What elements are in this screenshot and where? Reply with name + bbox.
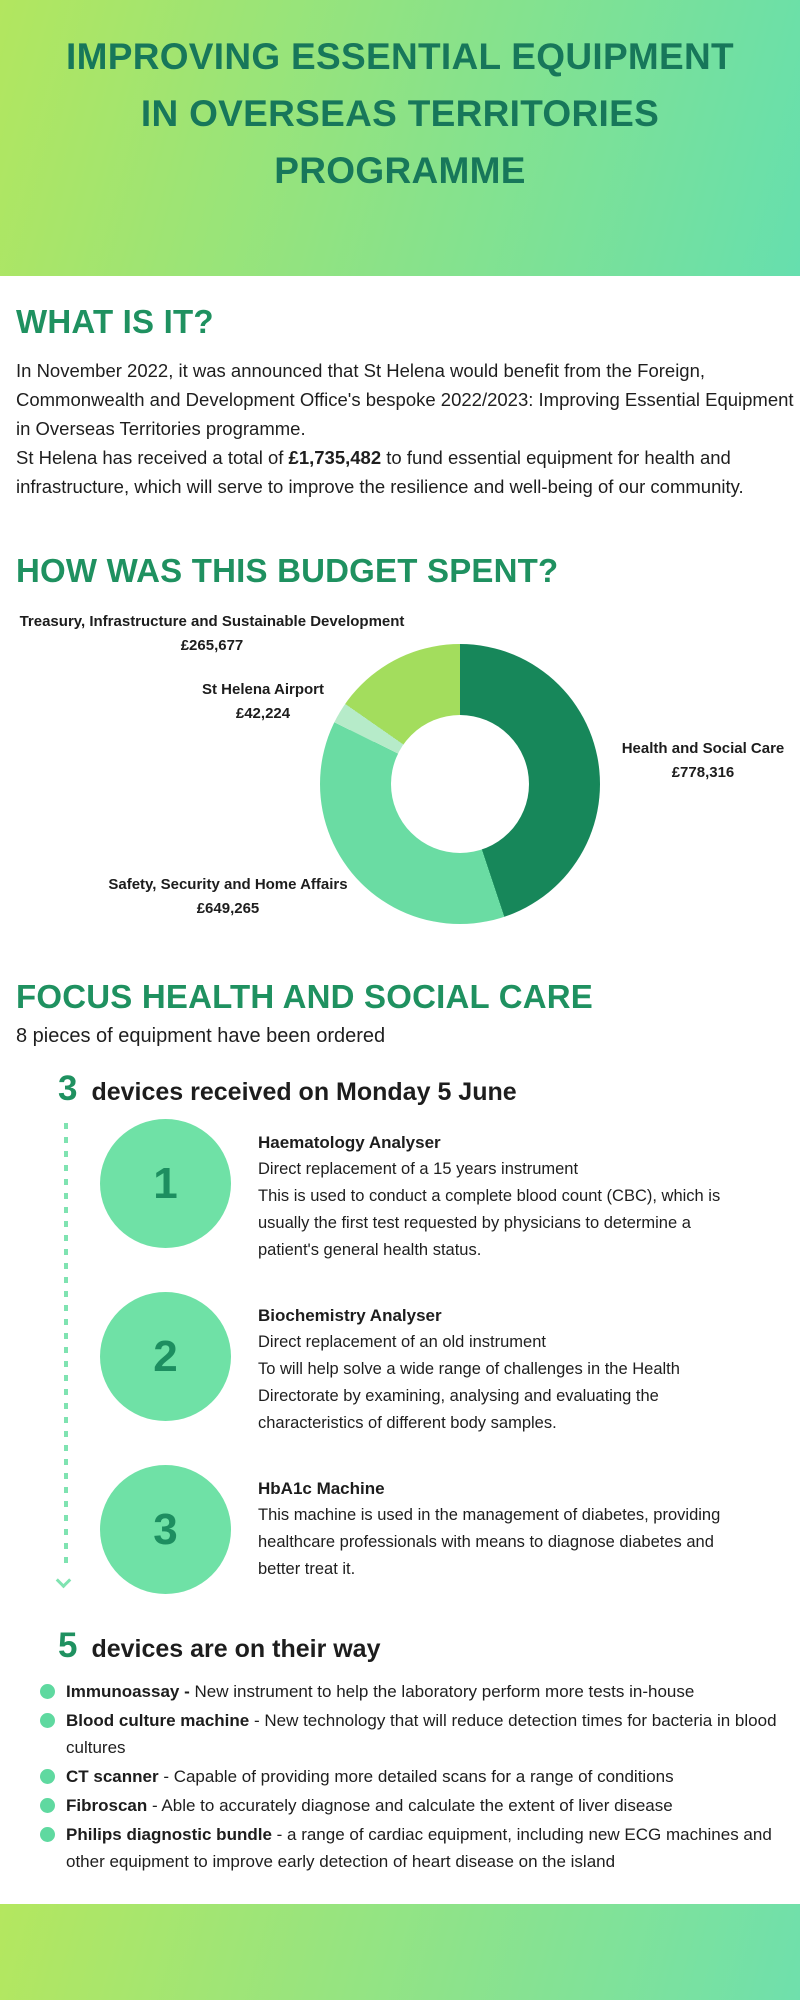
bullet-dot-icon xyxy=(40,1827,55,1842)
onway-list: Immunoassay - New instrument to help the… xyxy=(40,1678,800,1875)
chart-label-treasury: Treasury, Infrastructure and Sustainable… xyxy=(12,610,412,658)
chart-label-health: Health and Social Care £778,316 xyxy=(606,737,800,785)
chart-label-safety-value: £649,265 xyxy=(196,900,260,917)
timeline-dotted-line xyxy=(64,1123,68,1571)
device-3-number-badge: 3 xyxy=(100,1465,231,1594)
device-1-desc-1: Direct replacement of a 15 years instrum… xyxy=(258,1160,579,1178)
chart-label-airport: St Helena Airport £42,224 xyxy=(163,678,363,726)
section-what-is-it: WHAT IS IT? In November 2022, it was ann… xyxy=(0,302,800,501)
budget-heading: HOW WAS THIS BUDGET SPENT? xyxy=(16,552,559,589)
onway-heading: 5 devices are on their way xyxy=(58,1628,800,1664)
device-2-name: Biochemistry Analyser xyxy=(258,1306,442,1325)
intro-sentence-2: St Helena has received a total of £1,735… xyxy=(16,447,744,497)
donut-chart xyxy=(320,644,600,924)
total-amount: £1,735,482 xyxy=(288,447,382,468)
focus-subheading: 8 pieces of equipment have been ordered xyxy=(16,1025,386,1047)
device-item-3: 3 HbA1c Machine This machine is used in … xyxy=(100,1465,800,1594)
chart-label-airport-value: £42,224 xyxy=(235,705,291,722)
onway-count: 5 xyxy=(58,1626,78,1665)
bullet-dot-icon xyxy=(40,1684,55,1699)
device-1-name: Haematology Analyser xyxy=(258,1133,441,1152)
donut-hole xyxy=(391,715,529,853)
device-item-1: 1 Haematology Analyser Direct replacemen… xyxy=(100,1119,800,1264)
received-count: 3 xyxy=(58,1069,78,1108)
page-title-line-1: IMPROVING ESSENTIAL EQUIPMENT xyxy=(66,36,734,77)
page-title-line-3: PROGRAMME xyxy=(274,150,526,191)
header-banner: IMPROVING ESSENTIAL EQUIPMENT IN OVERSEAS… xyxy=(0,0,800,276)
bullet-dot-icon xyxy=(40,1713,55,1728)
onway-item-3: CT scanner - Capable of providing more d… xyxy=(40,1763,800,1790)
chart-label-safety-name: Safety, Security and Home Affairs xyxy=(108,876,348,893)
footer-banner xyxy=(0,1904,800,2000)
chart-label-health-value: £778,316 xyxy=(671,764,735,781)
received-title: devices received on Monday 5 June xyxy=(91,1078,517,1106)
device-item-2: 2 Biochemistry Analyser Direct replaceme… xyxy=(100,1292,800,1437)
content: WHAT IS IT? In November 2022, it was ann… xyxy=(0,276,800,1904)
onway-item-2: Blood culture machine - New technology t… xyxy=(40,1707,800,1761)
device-3-name: HbA1c Machine xyxy=(258,1479,385,1498)
onway-title: devices are on their way xyxy=(91,1635,381,1663)
chart-label-safety: Safety, Security and Home Affairs £649,2… xyxy=(28,873,428,921)
device-2-number-badge: 2 xyxy=(100,1292,231,1421)
chart-label-treasury-name: Treasury, Infrastructure and Sustainable… xyxy=(19,613,405,630)
bullet-dot-icon xyxy=(40,1769,55,1784)
section-budget: HOW WAS THIS BUDGET SPENT? Treasury, Inf… xyxy=(0,551,800,975)
received-timeline: 1 Haematology Analyser Direct replacemen… xyxy=(0,1119,800,1594)
onway-item-5: Philips diagnostic bundle - a range of c… xyxy=(40,1821,800,1875)
donut-chart-area: Treasury, Infrastructure and Sustainable… xyxy=(0,601,800,975)
down-arrow-icon xyxy=(55,1572,72,1589)
bullet-dot-icon xyxy=(40,1798,55,1813)
chart-label-airport-name: St Helena Airport xyxy=(202,681,324,698)
device-2-desc-2: To will help solve a wide range of chall… xyxy=(258,1360,680,1432)
device-2-desc-1: Direct replacement of an old instrument xyxy=(258,1333,546,1351)
page-title-line-2: IN OVERSEAS TERRITORIES xyxy=(140,93,660,134)
what-is-it-heading: WHAT IS IT? xyxy=(16,303,214,340)
chart-label-treasury-value: £265,677 xyxy=(180,637,244,654)
device-1-number-badge: 1 xyxy=(100,1119,231,1248)
onway-item-1: Immunoassay - New instrument to help the… xyxy=(40,1678,800,1705)
device-3-desc-1: This machine is used in the management o… xyxy=(258,1506,721,1578)
page-title: IMPROVING ESSENTIAL EQUIPMENT IN OVERSEAS… xyxy=(0,28,800,199)
focus-heading: FOCUS HEALTH AND SOCIAL CARE xyxy=(16,978,593,1015)
intro-sentence-1: In November 2022, it was announced that … xyxy=(16,360,794,439)
section-focus: FOCUS HEALTH AND SOCIAL CARE 8 pieces of… xyxy=(0,977,800,1875)
what-is-it-paragraph: In November 2022, it was announced that … xyxy=(16,356,798,501)
device-1-desc-2: This is used to conduct a complete blood… xyxy=(258,1187,721,1259)
received-heading: 3 devices received on Monday 5 June xyxy=(58,1071,800,1107)
chart-label-health-name: Health and Social Care xyxy=(621,740,785,757)
onway-item-4: Fibroscan - Able to accurately diagnose … xyxy=(40,1792,800,1819)
